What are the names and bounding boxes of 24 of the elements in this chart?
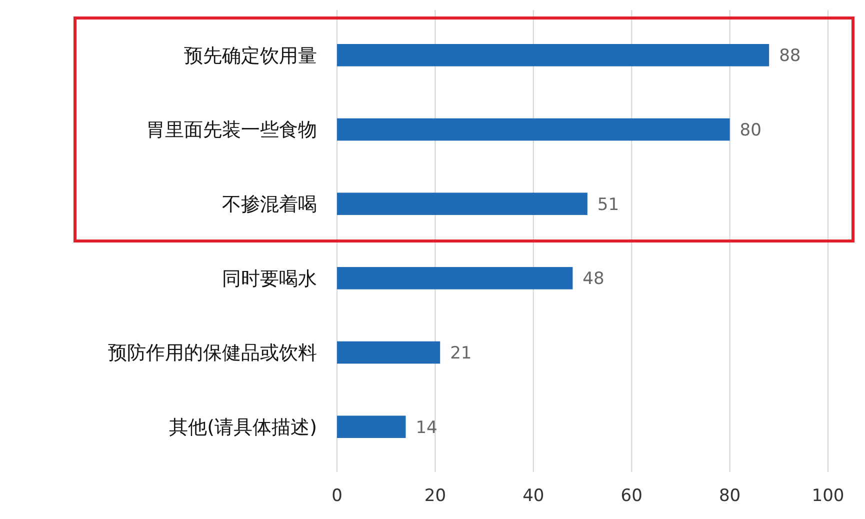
data-label: 80 — [740, 120, 762, 140]
y-tick-label: 其他(请具体描述) — [169, 416, 317, 438]
x-tick-label: 0 — [332, 486, 342, 506]
bar — [337, 192, 588, 215]
data-label: 14 — [416, 418, 438, 438]
y-tick-label: 胃里面先装一些食物 — [146, 119, 317, 142]
bar — [337, 118, 730, 141]
y-tick-label: 预先确定饮用量 — [184, 44, 317, 67]
y-tick-label: 不掺混着喝 — [222, 193, 317, 216]
data-label: 21 — [450, 343, 472, 364]
bar — [337, 416, 406, 438]
y-tick-label: 同时要喝水 — [222, 268, 317, 290]
y-tick-label: 预防作用的保健品或饮料 — [108, 342, 317, 364]
bar — [337, 341, 440, 364]
x-tick-label: 60 — [620, 486, 642, 506]
bar — [337, 267, 573, 290]
x-tick-label: 20 — [424, 486, 446, 506]
data-label: 51 — [597, 194, 620, 215]
data-label: 48 — [582, 269, 604, 290]
x-tick-label: 40 — [522, 486, 544, 506]
x-tick-label: 80 — [718, 486, 741, 506]
bar — [337, 44, 770, 66]
data-label: 88 — [779, 46, 801, 66]
x-tick-label: 100 — [812, 486, 844, 506]
